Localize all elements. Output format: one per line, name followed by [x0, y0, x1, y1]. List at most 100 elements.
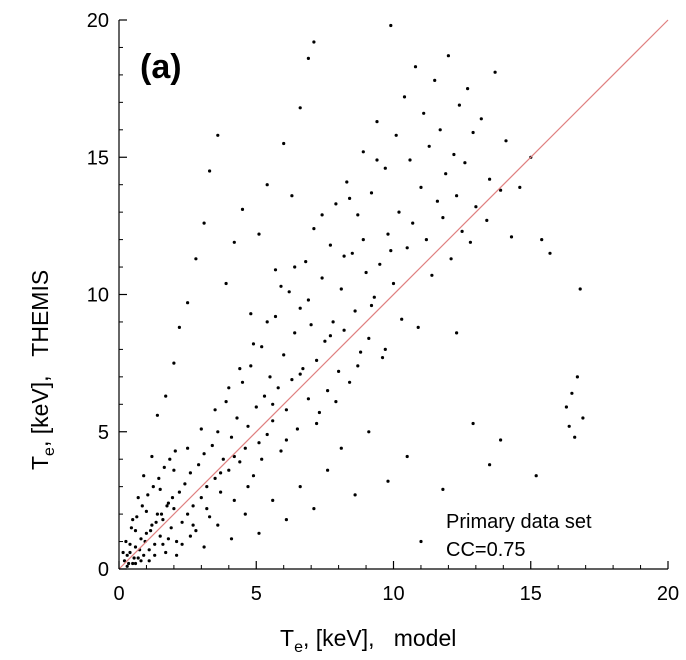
data-point	[257, 441, 261, 445]
x-tick-label: 5	[251, 583, 262, 605]
data-point	[427, 144, 431, 148]
data-point	[158, 487, 162, 491]
data-point	[186, 512, 190, 516]
data-point	[202, 221, 206, 225]
data-point	[124, 539, 128, 544]
data-point	[161, 518, 165, 522]
data-point	[161, 542, 165, 546]
data-point	[540, 238, 544, 242]
data-point	[457, 103, 461, 107]
data-point	[194, 257, 198, 261]
data-point	[172, 361, 176, 365]
data-point	[446, 54, 450, 58]
data-point	[172, 507, 176, 511]
data-point	[183, 482, 187, 486]
axes	[118, 19, 669, 570]
data-point	[323, 339, 327, 343]
data-point	[306, 397, 310, 401]
data-point	[260, 457, 264, 461]
data-point	[127, 561, 131, 566]
data-point	[249, 364, 253, 368]
data-point	[290, 378, 294, 382]
data-point	[353, 493, 357, 497]
data-point	[337, 369, 341, 373]
data-point	[361, 238, 365, 242]
data-point	[380, 356, 385, 360]
data-point	[422, 111, 426, 115]
data-point	[567, 424, 571, 428]
data-point	[309, 323, 313, 327]
data-point	[372, 295, 376, 299]
data-point	[411, 221, 415, 225]
data-point	[509, 235, 514, 239]
data-point	[208, 169, 212, 173]
data-point	[315, 421, 319, 426]
data-point	[386, 232, 390, 236]
data-point	[375, 120, 379, 124]
data-point	[172, 468, 176, 472]
data-point	[129, 526, 133, 530]
data-point	[276, 386, 280, 390]
data-point	[191, 504, 195, 508]
data-point	[364, 270, 368, 275]
data-point	[139, 559, 143, 563]
data-point	[408, 158, 412, 162]
data-point	[125, 553, 129, 557]
data-point	[150, 523, 154, 527]
data-points	[121, 23, 585, 568]
data-point	[317, 410, 321, 415]
data-point	[356, 213, 360, 217]
data-point	[433, 78, 437, 82]
data-point	[240, 380, 245, 384]
data-point	[170, 496, 175, 500]
data-point	[326, 468, 330, 472]
annotation-dataset: Primary data set	[446, 511, 592, 533]
data-point	[213, 476, 217, 480]
data-point	[282, 353, 286, 357]
data-point	[142, 553, 146, 557]
data-point	[287, 290, 291, 294]
data-point	[444, 172, 448, 176]
x-axis-label: Te, [keV], model	[280, 625, 456, 656]
data-point	[224, 281, 228, 286]
data-point	[298, 306, 302, 310]
data-point	[479, 117, 483, 121]
data-point	[210, 443, 214, 448]
data-point	[136, 556, 140, 560]
data-point	[383, 347, 387, 351]
y-tick-label: 0	[98, 559, 109, 581]
data-point	[191, 523, 195, 527]
data-point	[298, 485, 302, 489]
data-point	[257, 531, 261, 535]
data-point	[441, 487, 445, 491]
data-point	[293, 331, 297, 335]
data-point	[188, 471, 192, 475]
data-point	[132, 556, 136, 560]
y-tick-label: 5	[98, 422, 109, 444]
data-point	[328, 334, 332, 338]
data-point	[238, 460, 242, 464]
data-point	[460, 229, 464, 233]
data-point	[463, 161, 467, 165]
data-point	[466, 87, 470, 91]
data-point	[271, 402, 275, 406]
data-point	[279, 284, 283, 288]
data-point	[306, 56, 310, 61]
x-tick-label: 10	[382, 583, 404, 605]
data-point	[243, 446, 247, 450]
data-point	[383, 166, 387, 170]
data-point	[575, 375, 580, 379]
data-point	[128, 550, 132, 555]
data-point	[177, 325, 181, 329]
data-point	[493, 70, 497, 74]
data-point	[290, 194, 294, 198]
data-point	[326, 389, 330, 393]
data-point	[131, 561, 135, 566]
data-point	[155, 413, 159, 417]
data-point	[534, 474, 538, 478]
data-point	[271, 419, 275, 423]
data-point	[304, 260, 308, 264]
data-point	[232, 240, 236, 244]
data-point	[205, 485, 209, 489]
data-point	[219, 490, 223, 494]
